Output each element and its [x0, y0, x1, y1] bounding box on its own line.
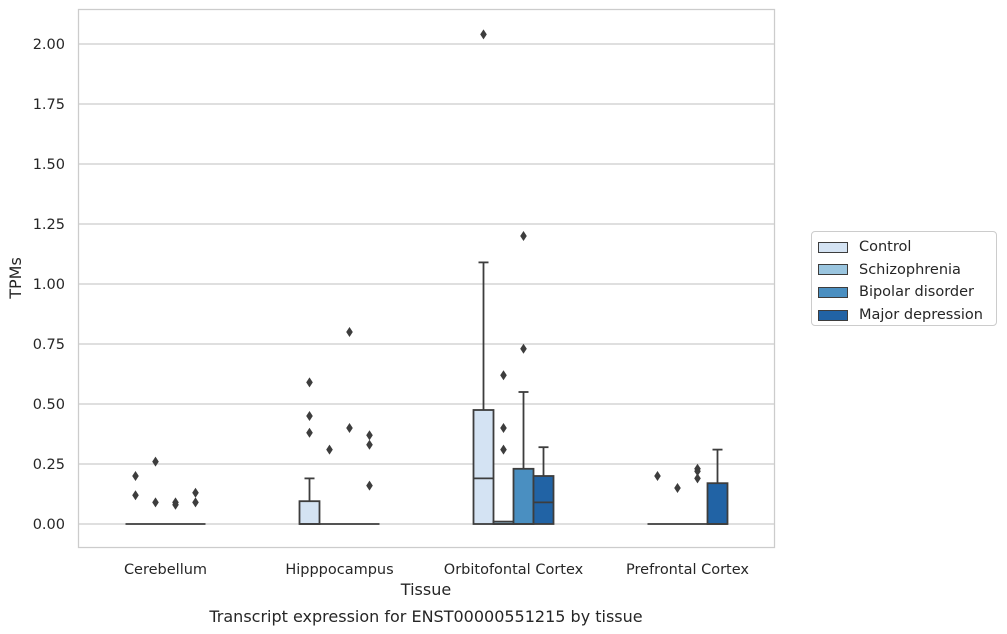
outlier-point [346, 327, 353, 337]
gridlines [78, 43, 775, 525]
legend-item: Major depression [818, 304, 990, 327]
chart-title: Transcript expression for ENST0000055121… [208, 607, 642, 626]
outlier-point [694, 466, 701, 477]
outlier-point [152, 456, 159, 467]
legend-item: Bipolar disorder [818, 281, 990, 304]
outlier-point [192, 487, 199, 498]
legend-swatch [818, 286, 848, 298]
box-body [532, 475, 555, 525]
y-axis: 0.00 0.25 0.50 0.75 1.00 1.25 1.50 1.75 2.00 [33, 37, 65, 533]
outlier-point [192, 497, 199, 508]
outlier-point [500, 370, 507, 381]
box-schizophrenia [492, 370, 515, 525]
y-tick-label: 2.00 [33, 37, 65, 53]
outlier-point [152, 497, 159, 508]
outlier-point [366, 480, 373, 491]
x-axis-label: Tissue [400, 580, 451, 599]
outlier-point [480, 29, 487, 40]
legend-item: Schizophrenia [818, 259, 990, 282]
outlier-point [306, 377, 313, 388]
y-tick-label: 1.75 [33, 97, 65, 113]
y-tick-label: 1.00 [33, 277, 65, 293]
outlier-point [132, 490, 139, 501]
box-major-depression [706, 448, 729, 525]
x-tick-label: Orbitofontal Cortex [444, 562, 584, 578]
outlier-point [366, 439, 373, 450]
outlier-point [172, 499, 179, 510]
y-tick-label: 0.50 [33, 397, 65, 413]
box-control [298, 377, 321, 525]
box-body [298, 500, 321, 525]
outlier-point [694, 473, 701, 484]
outlier-point [132, 471, 139, 481]
box-schizophrenia [319, 444, 340, 525]
outlier-point [306, 411, 313, 421]
outlier-point [500, 423, 507, 433]
box-control [472, 29, 495, 525]
outlier-point [366, 430, 373, 441]
outlier-point [520, 231, 527, 241]
outlier-point [500, 444, 507, 455]
box-schizophrenia [145, 456, 166, 525]
legend-label: Major depression [859, 307, 983, 324]
outlier-point [306, 427, 313, 438]
plot-frame [77, 8, 776, 549]
box-schizophrenia [667, 483, 688, 525]
y-axis-label: TPMs [6, 257, 25, 300]
x-tick-label: Cerebellum [124, 562, 207, 578]
box-control [125, 471, 146, 525]
box-bipolar-disorder [687, 463, 708, 525]
y-tick-label: 1.50 [33, 157, 65, 173]
legend-label: Control [859, 239, 912, 256]
box-body [512, 467, 535, 525]
outlier-point [326, 444, 333, 455]
legend-label: Schizophrenia [859, 261, 961, 278]
y-tick-label: 0.75 [33, 337, 65, 353]
box-bipolar-disorder [512, 231, 535, 525]
legend-swatch [818, 264, 848, 276]
legend: Control Schizophrenia Bipolar disorder Majo… [811, 231, 997, 326]
legend-swatch [818, 309, 848, 321]
x-axis: Cerebellum Hipppocampus Orbitofontal Corte… [124, 562, 749, 578]
box-major-depression [532, 446, 555, 525]
legend-item: Control [818, 236, 990, 259]
box-series [125, 29, 729, 525]
legend-swatch [818, 241, 848, 253]
outlier-point [520, 343, 527, 354]
box-major-depression [359, 430, 380, 525]
box-bipolar-disorder [339, 327, 360, 525]
box-bipolar-disorder [165, 497, 186, 525]
outlier-point [674, 483, 681, 493]
x-tick-label: Hipppocampus [285, 562, 393, 578]
box-body [472, 409, 495, 525]
y-tick-label: 0.00 [33, 517, 65, 533]
outlier-point [346, 423, 353, 433]
box-control [647, 471, 668, 525]
y-tick-label: 1.25 [33, 217, 65, 233]
box-body [706, 482, 729, 525]
y-tick-label: 0.25 [33, 457, 65, 473]
legend-label: Bipolar disorder [859, 284, 974, 301]
box-major-depression [185, 487, 206, 525]
x-tick-label: Prefrontal Cortex [626, 562, 749, 578]
outlier-point [654, 471, 661, 481]
